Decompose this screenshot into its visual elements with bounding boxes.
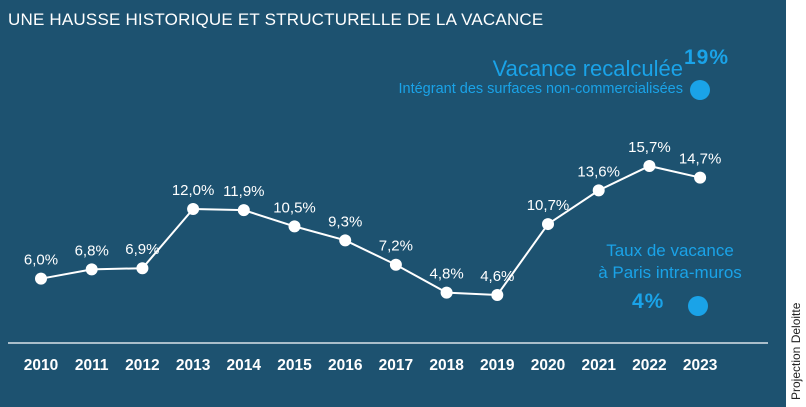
x-tick-label: 2022 xyxy=(632,357,666,374)
x-tick-label: 2015 xyxy=(277,357,312,374)
chart-panel xyxy=(0,0,786,407)
recalc-vacancy-label: Vacance recalculée xyxy=(492,56,683,81)
paris-vacancy-label: Taux de vacance à Paris intra-muros xyxy=(570,240,770,284)
data-label: 6,8% xyxy=(75,242,109,259)
data-point xyxy=(694,171,707,184)
x-tick-label: 2020 xyxy=(531,357,565,374)
data-label: 4,6% xyxy=(480,268,514,285)
x-tick-label: 2018 xyxy=(429,357,464,374)
x-tick-label: 2019 xyxy=(480,357,515,374)
data-label: 11,9% xyxy=(223,183,264,200)
recalc-vacancy-value: 19% xyxy=(684,46,730,69)
data-point xyxy=(35,272,47,285)
recalc-vacancy-sublabel: Intégrant des surfaces non-commercialisé… xyxy=(398,81,684,97)
data-point xyxy=(440,286,453,299)
x-tick-label: 2014 xyxy=(227,357,262,374)
data-point xyxy=(136,262,149,275)
data-label: 7,2% xyxy=(379,238,413,255)
data-point xyxy=(592,184,605,197)
data-point xyxy=(85,263,98,276)
data-label: 10,5% xyxy=(273,199,316,216)
x-tick-label: 2016 xyxy=(328,357,363,374)
x-tick-label: 2013 xyxy=(176,357,211,374)
x-tick-label: 2023 xyxy=(683,357,718,374)
x-tick-label: 2011 xyxy=(75,357,109,374)
data-label: 15,7% xyxy=(628,139,671,156)
data-point xyxy=(339,234,352,247)
data-label: 13,6% xyxy=(577,163,620,180)
data-label: 6,9% xyxy=(125,241,159,258)
data-label: 10,7% xyxy=(527,197,570,214)
paris-vacancy-label-line1: Taux de vacance xyxy=(606,241,734,260)
data-point xyxy=(389,258,402,271)
paris-vacancy-label-line2: à Paris intra-muros xyxy=(598,263,742,282)
recalc-vacancy-dot-icon xyxy=(690,80,710,100)
data-label: 6,0% xyxy=(24,252,58,269)
data-label: 4,8% xyxy=(429,266,463,283)
data-point xyxy=(237,204,250,217)
data-point xyxy=(187,202,200,215)
data-point xyxy=(643,159,656,172)
data-point xyxy=(491,288,504,301)
paris-vacancy-value: 4% xyxy=(632,290,665,313)
x-tick-label: 2021 xyxy=(581,357,616,374)
chart-title: UNE HAUSSE HISTORIQUE ET STRUCTURELLE DE… xyxy=(8,10,544,29)
data-point xyxy=(542,218,554,231)
series-line xyxy=(40,164,701,296)
data-label: 12,0% xyxy=(172,182,215,199)
x-tick-label: 2017 xyxy=(379,357,413,374)
x-tick-label: 2012 xyxy=(125,357,159,374)
paris-vacancy-dot-icon xyxy=(688,296,708,316)
data-label: 14,7% xyxy=(679,151,722,168)
data-point xyxy=(288,220,301,233)
data-label: 9,3% xyxy=(328,213,362,230)
x-tick-label: 2010 xyxy=(24,357,58,374)
